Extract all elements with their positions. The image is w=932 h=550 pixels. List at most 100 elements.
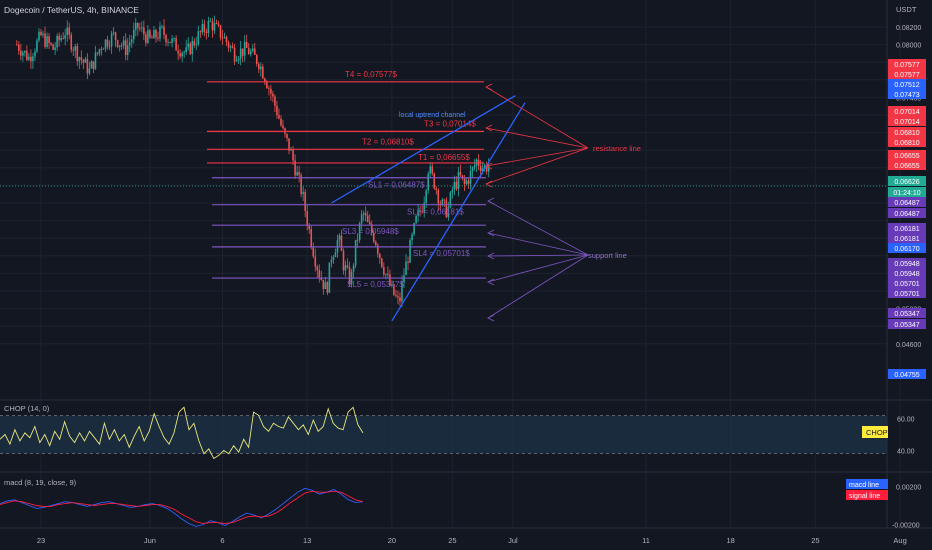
- candle-body: [191, 41, 194, 55]
- channel-upper-line[interactable]: [331, 95, 516, 204]
- candle-body: [471, 167, 474, 172]
- price-badge-text-3: 0.07473: [894, 92, 919, 99]
- candle-body: [368, 222, 371, 225]
- candle-body: [374, 241, 377, 246]
- price-badge-3: [888, 89, 926, 99]
- level-label-sl1: SL1 = 0,06487$: [368, 181, 425, 190]
- price-tick-1: 0.08000: [896, 43, 921, 50]
- candle-body: [108, 46, 111, 48]
- channel-lower-line[interactable]: [391, 102, 526, 322]
- candle-body: [153, 29, 155, 39]
- candle-body: [409, 240, 411, 263]
- price-badge-0: [888, 59, 926, 69]
- macd-series-signal: [0, 490, 364, 524]
- candle-body: [411, 234, 413, 241]
- candle-body: [219, 25, 222, 38]
- candle-body: [36, 40, 38, 52]
- candle-body: [139, 27, 141, 29]
- candle-body: [94, 52, 97, 69]
- candle-body: [151, 37, 153, 39]
- price-badge-1: [888, 69, 926, 79]
- price-badge-text-2: 0.07512: [894, 82, 919, 89]
- candle-body: [300, 175, 302, 195]
- symbol-title: Dogecoin / TetherUS, 4h, BINANCE: [4, 5, 139, 15]
- candle-body: [318, 270, 321, 278]
- candle-body: [155, 29, 157, 38]
- candle-body: [364, 213, 367, 216]
- candle-body: [149, 30, 151, 38]
- price-badge-7: [888, 137, 926, 147]
- candle-body: [457, 171, 460, 189]
- price-tick-0: 0.08200: [896, 25, 921, 32]
- candle-body: [30, 56, 32, 62]
- time-tick-0: 23: [37, 536, 45, 545]
- candle-body: [473, 165, 476, 168]
- price-badge-text-15: 0.06181: [894, 236, 919, 243]
- annotations[interactable]: resistance line support line: [485, 83, 641, 322]
- candle-body: [435, 188, 438, 190]
- candle-body: [407, 261, 409, 263]
- candle-body: [429, 166, 432, 174]
- horizontal-levels[interactable]: T4 = 0,07577$ T3 = 0,07014$ T2 = 0,06810$ T…: [207, 70, 486, 289]
- candle-body: [171, 38, 173, 43]
- candle-body: [195, 44, 198, 46]
- candle-body: [443, 199, 446, 201]
- signal-legend-badge: [846, 490, 888, 500]
- candle-body: [245, 41, 248, 48]
- candle-body: [383, 267, 385, 275]
- candle-body: [118, 45, 121, 47]
- candle-body: [169, 41, 171, 43]
- candle-body: [296, 171, 298, 176]
- chop-tick-0: 60.00: [897, 417, 915, 424]
- candle-body: [126, 45, 129, 56]
- candle-body: [86, 58, 89, 74]
- candle-body: [80, 57, 83, 60]
- candle-body: [46, 36, 48, 47]
- candle-body: [18, 44, 20, 51]
- channel-label: local uptrend channel: [399, 112, 466, 119]
- candle-body: [249, 51, 252, 55]
- candle-body: [237, 58, 240, 61]
- candle-body: [48, 36, 50, 43]
- resistance-arrowhead-3: [485, 180, 493, 188]
- macd-legend-label: macd line: [849, 482, 879, 489]
- candle-body: [358, 223, 361, 241]
- price-badge-23: [888, 369, 926, 379]
- price-tick-5: 0.04600: [896, 342, 921, 349]
- price-badge-text-12: 0.06487: [894, 200, 919, 207]
- candle-body: [431, 166, 434, 174]
- candle-body: [449, 192, 452, 207]
- candle-body: [74, 45, 77, 51]
- candle-body: [193, 41, 196, 46]
- uptrend-channel[interactable]: local uptrend channel: [331, 95, 526, 322]
- price-badge-19: [888, 278, 926, 288]
- candle-body: [201, 24, 204, 33]
- candle-body: [110, 33, 113, 47]
- candle-body: [445, 200, 448, 218]
- candle-body: [260, 66, 262, 70]
- candle-body: [302, 192, 304, 195]
- candle-body: [455, 181, 458, 189]
- candle-body: [68, 27, 71, 35]
- candle-body: [20, 50, 22, 56]
- candle-body: [209, 20, 212, 22]
- resistance-arrowhead-1: [485, 124, 493, 132]
- candle-body: [421, 211, 423, 213]
- candle-body: [211, 20, 214, 31]
- candle-body: [391, 284, 393, 286]
- candle-body: [308, 225, 311, 229]
- candle-body: [143, 27, 145, 35]
- candle-body: [324, 282, 327, 289]
- support-arrow-3: [487, 254, 589, 283]
- candle-body: [243, 41, 246, 56]
- candle-body: [272, 93, 274, 97]
- candle-body: [381, 258, 383, 268]
- candle-body: [112, 32, 115, 34]
- candle-body: [385, 273, 387, 275]
- candle-body: [320, 277, 323, 280]
- candle-body: [44, 33, 46, 47]
- candle-body: [64, 35, 66, 39]
- signal-legend-label: signal line: [849, 493, 880, 500]
- candle-body: [50, 42, 52, 45]
